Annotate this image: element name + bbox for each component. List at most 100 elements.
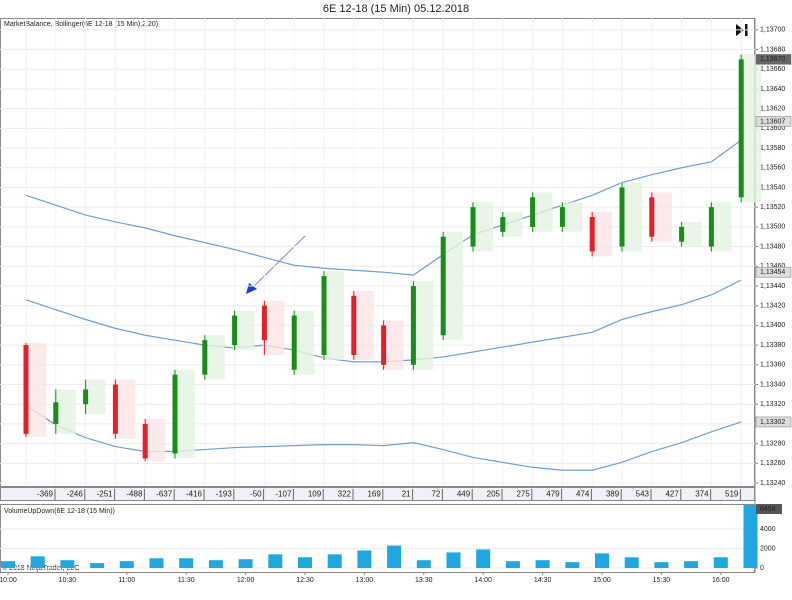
x-tick-label: 16:00 <box>712 577 730 584</box>
delta-label: 322 <box>338 490 352 499</box>
y-tick-label: 1,13660 <box>760 66 785 73</box>
x-tick-label: 10:30 <box>59 577 77 584</box>
volume-bar <box>684 561 699 568</box>
candle-range <box>351 290 374 360</box>
delta-label: 109 <box>308 490 322 499</box>
y-tick-label: 1,13680 <box>760 46 785 53</box>
x-tick-label: 13:00 <box>356 577 374 584</box>
delta-label: -488 <box>126 490 143 499</box>
candle-range <box>53 389 76 434</box>
price-marker <box>755 416 792 428</box>
y-tick-label: 1,13560 <box>760 165 785 172</box>
candle-body <box>23 345 29 434</box>
volume-bar <box>595 553 609 568</box>
candle-range <box>739 54 762 203</box>
delta-label: 205 <box>487 490 501 499</box>
candle-body <box>679 226 685 242</box>
volume-bar <box>149 558 164 568</box>
delta-label: 474 <box>576 490 590 499</box>
volume-bar <box>713 557 728 568</box>
x-tick-label: 15:30 <box>653 577 671 584</box>
y-tick-label: 1,13640 <box>760 86 785 93</box>
volume-bar <box>119 561 134 568</box>
delta-label: -193 <box>216 490 233 499</box>
delta-label: 389 <box>606 490 620 499</box>
volume-bar <box>446 552 461 568</box>
y-tick-label: 1,13600 <box>760 125 785 132</box>
volume-bar <box>1 561 15 568</box>
y-tick-label: 1,13420 <box>760 303 785 310</box>
delta-label: 21 <box>402 490 411 499</box>
candle-range <box>471 202 493 252</box>
y-tick-label: 1,13340 <box>760 381 785 388</box>
delta-label: 543 <box>636 490 650 499</box>
y-tick-label: 1,13700 <box>760 27 785 34</box>
candle-body <box>321 276 327 355</box>
indicator-label: MarketBalance, Bollinger(6E 12-18 (15 Mi… <box>4 21 158 28</box>
volume-bar <box>535 560 550 568</box>
y-tick-label: 1,13360 <box>760 362 785 369</box>
delta-label: -251 <box>97 490 114 499</box>
candle-range <box>649 192 672 242</box>
candle-range <box>113 379 136 439</box>
delta-label: 72 <box>431 490 440 499</box>
x-tick-label: 11:30 <box>178 577 195 584</box>
x-tick-label: 10:00 <box>0 577 17 584</box>
delta-label: 449 <box>457 490 471 499</box>
candle-range <box>292 310 315 375</box>
y-tick-label: 1,13260 <box>760 460 785 467</box>
delta-label: -246 <box>67 490 84 499</box>
y-tick-label: 1,13280 <box>760 440 785 447</box>
last-value-label: 6458 <box>760 506 776 513</box>
volume-bar <box>179 558 194 568</box>
delta-label: -107 <box>275 490 292 499</box>
y-tick-label: 1,13580 <box>760 145 785 152</box>
y-tick-label: 1,13320 <box>760 401 785 408</box>
y-tick-label: 0 <box>760 565 764 572</box>
delta-label: 479 <box>546 490 560 499</box>
y-tick-label: 1,13400 <box>760 322 785 329</box>
price-marker <box>755 266 792 278</box>
y-tick-label: 1,13460 <box>760 263 785 270</box>
candle-range <box>232 310 255 351</box>
candle-range <box>709 202 732 252</box>
candle-body <box>142 423 148 459</box>
y-tick-label: 1,13540 <box>760 184 785 191</box>
x-tick-label: 13:30 <box>415 577 433 584</box>
volume-bar <box>30 556 45 568</box>
candle-body <box>53 402 59 424</box>
x-tick-label: 15:00 <box>593 577 611 584</box>
volume-bar <box>743 505 758 568</box>
candle-range <box>590 212 613 257</box>
chart-title: 6E 12-18 (15 Min) 05.12.2018 <box>323 3 469 15</box>
delta-label: 374 <box>695 490 709 499</box>
candle-body <box>351 295 357 355</box>
volume-bar <box>476 549 491 568</box>
volume-bar <box>357 550 372 568</box>
delta-label: -369 <box>37 490 54 499</box>
delta-label: 275 <box>516 490 530 499</box>
delta-label: -637 <box>156 490 173 499</box>
price-marker <box>755 116 792 127</box>
y-tick-label: 2000 <box>760 545 776 552</box>
candle-body <box>649 197 655 237</box>
candle-body <box>470 207 476 247</box>
volume-bar <box>298 557 312 568</box>
last-value-marker <box>756 504 782 515</box>
candle-range <box>202 335 225 380</box>
volume-bar <box>208 560 223 568</box>
delta-label: 519 <box>725 490 739 499</box>
candle-range <box>560 202 583 232</box>
y-tick-label: 1,13620 <box>760 105 785 112</box>
y-tick-label: 1,13500 <box>760 224 785 231</box>
indicator-label: VolumeUpDown(6E 12-18 (15 Min)) <box>4 508 115 515</box>
candle-body <box>530 197 536 227</box>
candle-body <box>589 217 595 252</box>
volume-bar <box>624 557 639 568</box>
candle-range <box>441 231 464 341</box>
volume-bar <box>268 554 283 568</box>
candle-range <box>262 300 285 355</box>
x-tick-label: 12:00 <box>237 577 255 584</box>
arrow-line <box>251 235 306 289</box>
